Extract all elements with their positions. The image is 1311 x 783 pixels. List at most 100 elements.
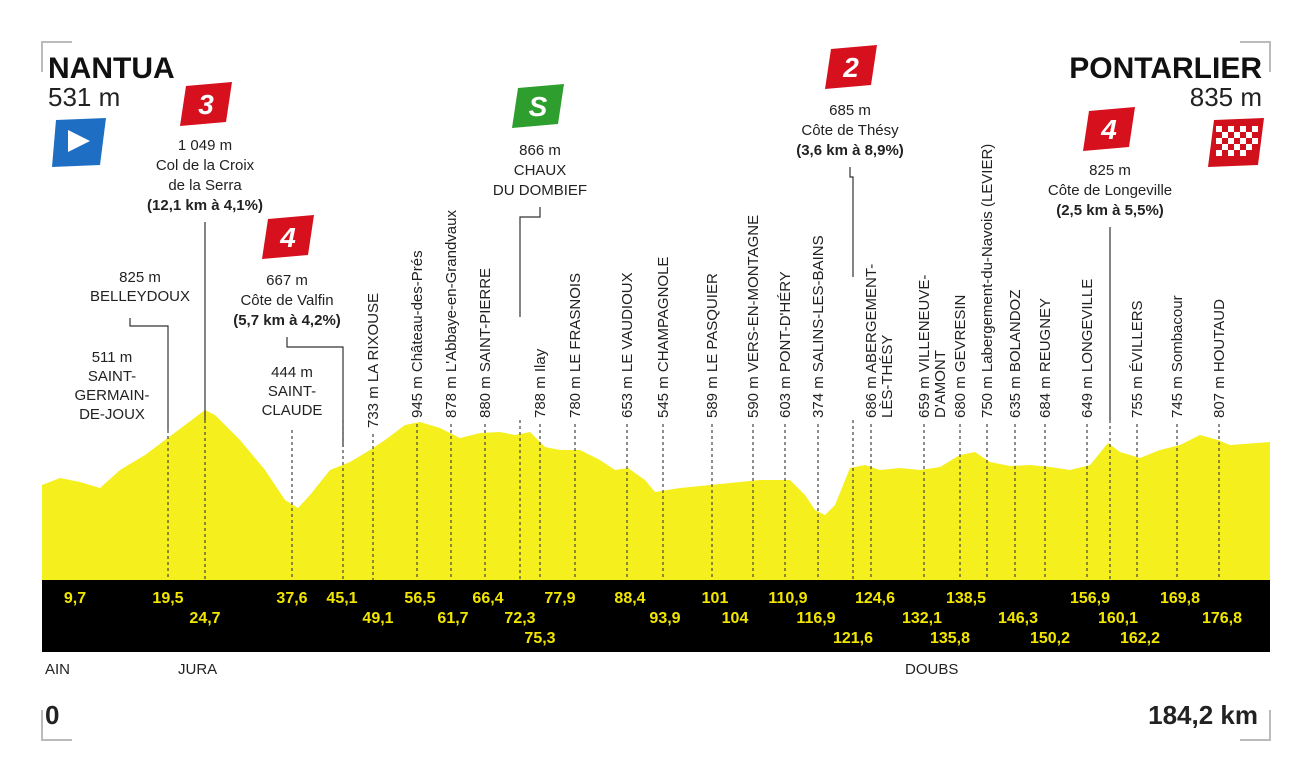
waypoint-label: 653 m LE VAUDIOUX xyxy=(619,272,636,418)
climb-category: 3 xyxy=(198,89,214,120)
km-marker: 169,8 xyxy=(1160,590,1200,607)
place-label: GERMAIN- xyxy=(75,387,150,404)
km-marker: 146,3 xyxy=(998,610,1038,627)
climb-label: CHAUX xyxy=(514,162,567,179)
climb-detail: (2,5 km à 5,5%) xyxy=(1056,202,1164,219)
km-marker: 101 xyxy=(702,590,729,607)
km-marker: 93,9 xyxy=(649,610,680,627)
climb-label: Côte de Longeville xyxy=(1048,182,1172,199)
km-marker: 132,1 xyxy=(902,610,942,627)
climb-label: 667 m xyxy=(266,272,308,289)
km-marker: 75,3 xyxy=(524,630,555,647)
waypoint-label: 880 m SAINT-PIERRE xyxy=(477,268,494,418)
climb-label: DU DOMBIEF xyxy=(493,182,587,199)
start-flag xyxy=(52,118,106,167)
region-label: AIN xyxy=(45,661,70,678)
place-label: 511 m xyxy=(92,349,133,366)
climb-label: Col de la Croix xyxy=(156,157,255,174)
climb-label: 825 m xyxy=(1089,162,1131,179)
leader xyxy=(286,337,344,447)
waypoint-label: 545 m CHAMPAGNOLE xyxy=(655,257,672,418)
waypoint-label: 686 m ABERGEMENT- xyxy=(863,264,880,418)
waypoint-label: 945 m Château-des-Prés xyxy=(409,250,426,418)
waypoint-label: 635 m BOLANDOZ xyxy=(1007,290,1024,418)
climb-category: S xyxy=(529,91,548,122)
climb-detail: (5,7 km à 4,2%) xyxy=(233,312,341,329)
km-band xyxy=(42,580,1270,652)
place-label: 825 m xyxy=(119,269,161,286)
km-marker: 124,6 xyxy=(855,590,895,607)
km-marker: 176,8 xyxy=(1202,610,1242,627)
elevation-profile xyxy=(42,410,1270,580)
km-marker: 104 xyxy=(722,610,749,627)
start-name: NANTUA xyxy=(48,52,175,85)
place-label: DE-JOUX xyxy=(79,406,145,423)
finish-altitude: 835 m xyxy=(1190,82,1262,112)
leader xyxy=(519,207,541,317)
waypoint-label: 807 m HOUTAUD xyxy=(1211,299,1228,418)
climb-label: Côte de Valfin xyxy=(240,292,333,309)
km-marker: 77,9 xyxy=(544,590,575,607)
climb-label: Côte de Thésy xyxy=(801,122,899,139)
km-marker: 66,4 xyxy=(472,590,503,607)
finish-name: PONTARLIER xyxy=(1069,52,1262,85)
climb-category: 4 xyxy=(1100,114,1117,145)
km-marker: 160,1 xyxy=(1098,610,1138,627)
km-marker: 162,2 xyxy=(1120,630,1160,647)
climb-category: 2 xyxy=(842,52,859,83)
leader xyxy=(849,167,854,277)
waypoint-label: 684 m REUGNEY xyxy=(1037,298,1054,418)
frame xyxy=(41,41,1271,741)
distance-end: 184,2 km xyxy=(1148,700,1258,730)
place-label: SAINT- xyxy=(268,383,316,400)
waypoint-label: 733 m LA RIXOUSE xyxy=(365,293,382,428)
climb-badge xyxy=(180,82,232,126)
leader xyxy=(129,318,169,430)
region-label: JURA xyxy=(178,661,217,678)
km-marker: 37,6 xyxy=(276,590,307,607)
waypoint-label: 590 m VERS-EN-MONTAGNE xyxy=(745,215,762,418)
waypoint-label: 750 m Labergement-du-Navois (LEVIER) xyxy=(979,144,996,418)
km-marker: 110,9 xyxy=(768,590,807,607)
start-altitude: 531 m xyxy=(48,82,120,112)
waypoint-label: 878 m L'Abbaye-en-Grandvaux xyxy=(443,210,460,418)
waypoint-label: 659 m VILLENEUVE- xyxy=(916,275,933,418)
waypoint-label: 603 m PONT-D'HÉRY xyxy=(777,271,794,418)
place-label: SAINT- xyxy=(88,368,136,385)
km-marker: 9,7 xyxy=(64,590,86,607)
km-marker: 19,5 xyxy=(152,590,183,607)
km-marker: 150,2 xyxy=(1030,630,1070,647)
waypoint-label: 680 m GEVRESIN xyxy=(952,295,969,418)
place-label: BELLEYDOUX xyxy=(90,288,190,305)
climb-badge xyxy=(1083,107,1135,151)
region-label: DOUBS xyxy=(905,661,958,678)
place-label: CLAUDE xyxy=(262,402,323,419)
climb-label: 1 049 m xyxy=(178,137,232,154)
waypoint-label: 589 m LE PASQUIER xyxy=(704,273,721,418)
place-label: 444 m xyxy=(271,364,313,381)
km-marker: 72,3 xyxy=(504,610,535,627)
km-marker: 121,6 xyxy=(833,630,873,647)
waypoint-label: LÈS-THÉSY xyxy=(879,335,896,418)
km-marker: 24,7 xyxy=(189,610,220,627)
km-marker: 88,4 xyxy=(614,590,645,607)
waypoint-label: 755 m ÉVILLERS xyxy=(1129,300,1146,418)
climb-category: 4 xyxy=(279,222,296,253)
waypoint-label: 374 m SALINS-LES-BAINS xyxy=(810,235,827,418)
waypoint-label: 745 m Sombacour xyxy=(1169,295,1186,418)
climb-badge xyxy=(825,45,877,89)
km-marker: 116,9 xyxy=(796,610,835,627)
waypoint-label: 788 m Ilay xyxy=(532,348,549,418)
climb-label: de la Serra xyxy=(168,177,242,194)
km-marker: 156,9 xyxy=(1070,590,1110,607)
km-marker: 135,8 xyxy=(930,630,970,647)
distance-start: 0 xyxy=(45,700,59,730)
climb-badge xyxy=(262,215,314,259)
waypoint-label: 649 m LONGEVILLE xyxy=(1079,279,1096,418)
km-marker: 138,5 xyxy=(946,590,986,607)
climb-badge xyxy=(512,84,564,128)
km-marker: 61,7 xyxy=(437,610,468,627)
climb-label: 866 m xyxy=(519,142,561,159)
climb-detail: (3,6 km à 8,9%) xyxy=(796,142,904,159)
